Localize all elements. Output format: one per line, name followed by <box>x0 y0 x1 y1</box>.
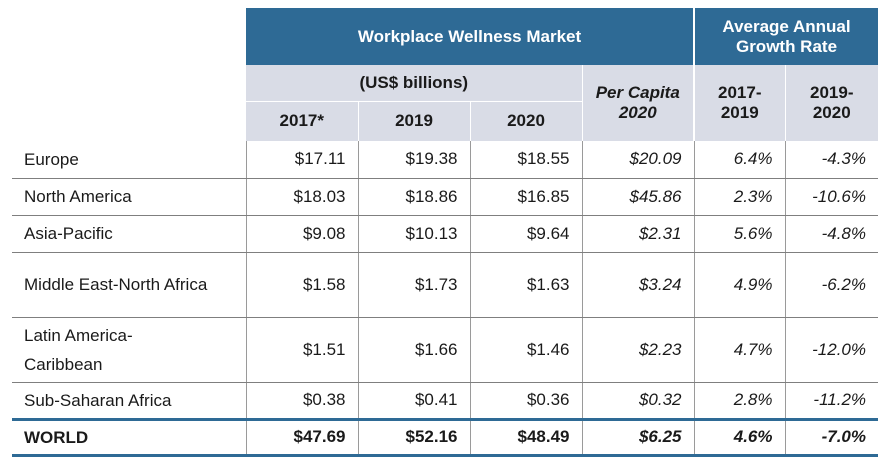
value-2017-cell: $47.69 <box>245 417 358 457</box>
value-2017-cell: $17.11 <box>245 141 358 179</box>
value-2020-cell: $1.63 <box>469 252 582 318</box>
col-2019-header: 2019 <box>357 100 470 141</box>
growth-2017-2019-cell: 2.8% <box>693 382 785 420</box>
growth-2019-2020-cell: -4.3% <box>784 141 879 179</box>
value-2019-cell: $52.16 <box>357 417 470 457</box>
value-2020-cell: $48.49 <box>469 417 582 457</box>
growth-title: Average Annual Growth Rate <box>692 8 879 65</box>
table-row: Sub-Saharan Africa $0.38 $0.41 $0.36 $0.… <box>12 382 879 420</box>
per-capita-header: Per Capita 2020 <box>581 65 694 141</box>
wellness-market-table: Workplace Wellness Market Average Annual… <box>12 8 879 457</box>
table-row: Asia-Pacific $9.08 $10.13 $9.64 $2.31 5.… <box>12 215 879 253</box>
value-2019-cell: $19.38 <box>357 141 470 179</box>
value-2020-cell: $18.55 <box>469 141 582 179</box>
value-2019-cell: $18.86 <box>357 178 470 216</box>
value-2020-cell: $1.46 <box>469 317 582 383</box>
value-2017-cell: $9.08 <box>245 215 358 253</box>
value-2017-cell: $1.51 <box>245 317 358 383</box>
value-2017-cell: $1.58 <box>245 252 358 318</box>
growth-2017-2019-header: 2017- 2019 <box>693 65 785 141</box>
per-capita-cell: $2.31 <box>581 215 694 253</box>
growth-2019-2020-header: 2019- 2020 <box>784 65 879 141</box>
region-cell: North America <box>12 178 246 216</box>
table-row: North America $18.03 $18.86 $16.85 $45.8… <box>12 178 879 216</box>
region-cell: Middle East-North Africa <box>12 252 246 318</box>
growth-2019-2020-cell: -7.0% <box>784 417 879 457</box>
value-2017-cell: $18.03 <box>245 178 358 216</box>
col-2020-header: 2020 <box>469 100 582 141</box>
header-blank-corner <box>12 8 246 141</box>
table-row: Europe $17.11 $19.38 $18.55 $20.09 6.4% … <box>12 141 879 179</box>
table-row: Latin America-Caribbean $1.51 $1.66 $1.4… <box>12 317 879 383</box>
growth-2017-2019-cell: 4.6% <box>693 417 785 457</box>
value-2019-cell: $1.73 <box>357 252 470 318</box>
world-total-row: WORLD $47.69 $52.16 $48.49 $6.25 4.6% -7… <box>12 417 879 457</box>
growth-2017-2019-cell: 6.4% <box>693 141 785 179</box>
growth-2019-2020-cell: -6.2% <box>784 252 879 318</box>
per-capita-cell: $0.32 <box>581 382 694 420</box>
value-2020-cell: $16.85 <box>469 178 582 216</box>
growth-2019-2020-cell: -11.2% <box>784 382 879 420</box>
value-2017-cell: $0.38 <box>245 382 358 420</box>
value-2019-cell: $1.66 <box>357 317 470 383</box>
region-cell: Europe <box>12 141 246 179</box>
growth-2019-2020-cell: -12.0% <box>784 317 879 383</box>
growth-2019-2020-cell: -10.6% <box>784 178 879 216</box>
region-cell: WORLD <box>12 417 246 457</box>
growth-2017-2019-cell: 4.9% <box>693 252 785 318</box>
table-row: Middle East-North Africa $1.58 $1.73 $1.… <box>12 252 879 318</box>
per-capita-cell: $45.86 <box>581 178 694 216</box>
value-2019-cell: $10.13 <box>357 215 470 253</box>
per-capita-cell: $3.24 <box>581 252 694 318</box>
value-2020-cell: $0.36 <box>469 382 582 420</box>
per-capita-cell: $6.25 <box>581 417 694 457</box>
per-capita-cell: $20.09 <box>581 141 694 179</box>
units-label: (US$ billions) <box>246 65 582 101</box>
region-cell: Asia-Pacific <box>12 215 246 253</box>
growth-2017-2019-cell: 4.7% <box>693 317 785 383</box>
value-2019-cell: $0.41 <box>357 382 470 420</box>
market-title: Workplace Wellness Market <box>246 8 694 65</box>
col-2017-header: 2017* <box>246 100 358 141</box>
growth-2019-2020-cell: -4.8% <box>784 215 879 253</box>
value-2020-cell: $9.64 <box>469 215 582 253</box>
region-cell: Latin America-Caribbean <box>12 317 246 383</box>
growth-2017-2019-cell: 2.3% <box>693 178 785 216</box>
per-capita-cell: $2.23 <box>581 317 694 383</box>
growth-2017-2019-cell: 5.6% <box>693 215 785 253</box>
region-cell: Sub-Saharan Africa <box>12 382 246 420</box>
